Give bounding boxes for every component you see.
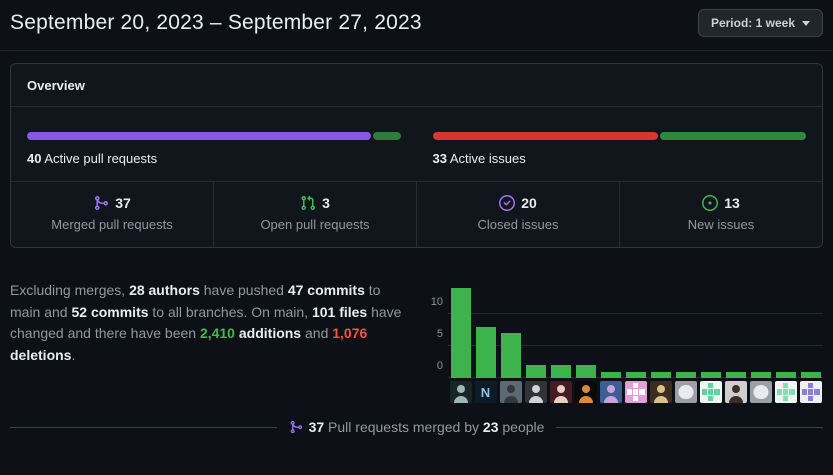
author-avatar-9[interactable] xyxy=(649,381,672,403)
active-issues-block: 33 Active issues xyxy=(417,107,823,181)
author-avatar-3[interactable] xyxy=(499,381,522,403)
y-axis-tick-label: 0 xyxy=(436,360,443,372)
commit-bar-author-6 xyxy=(575,365,596,378)
progress-segment xyxy=(27,132,371,140)
author-avatar-12[interactable] xyxy=(724,381,747,403)
author-avatars-row: N xyxy=(448,381,823,403)
active-pull-requests-count: 40 xyxy=(27,151,42,166)
pulse-page: September 20, 2023 – September 27, 2023 … xyxy=(0,0,833,435)
commit-bar-author-4 xyxy=(525,365,546,378)
active-pull-requests-label: 40 Active pull requests xyxy=(27,151,158,166)
stat-label: Open pull requests xyxy=(260,217,370,232)
stat-cell-open-pull-requests[interactable]: 3 Open pull requests xyxy=(213,182,416,247)
commit-bar-author-15 xyxy=(800,372,821,378)
author-avatar-8[interactable] xyxy=(624,381,647,403)
divider-line-right xyxy=(556,426,823,428)
overview-card-header: Overview xyxy=(11,64,822,107)
commit-bar-author-12 xyxy=(725,372,746,378)
stat-cell-new-issues[interactable]: 13 New issues xyxy=(619,182,822,247)
stat-label: Merged pull requests xyxy=(51,217,173,232)
gridline-y10 xyxy=(448,313,823,314)
git-merge-icon xyxy=(95,196,109,210)
author-avatar-4[interactable] xyxy=(524,381,547,403)
pull-requests-merged-summary: 37 Pull requests merged by 23 people xyxy=(289,419,544,435)
author-avatar-1[interactable] xyxy=(449,381,472,403)
active-issues-label: 33 Active issues xyxy=(432,151,526,166)
commits-per-author-chart: 0 5 10 N xyxy=(420,280,823,403)
octocat-icon xyxy=(753,385,768,399)
main-content-row: Excluding merges, 28 authors have pushed… xyxy=(0,248,833,403)
page-header: September 20, 2023 – September 27, 2023 … xyxy=(0,0,833,51)
commit-bar-author-9 xyxy=(650,372,671,378)
activity-bars-row: 40 Active pull requests 33 Active issues xyxy=(11,107,822,181)
overview-stats-row: 37 Merged pull requests 3 Open pull request… xyxy=(11,181,822,247)
git-merge-icon xyxy=(290,420,302,434)
stat-value: 13 xyxy=(628,195,814,211)
progress-segment xyxy=(432,132,658,140)
issue-closed-icon xyxy=(499,195,516,211)
stat-label: Closed issues xyxy=(477,217,559,232)
overview-card: Overview 40 Active pull requests 33 Acti… xyxy=(10,63,823,248)
stat-cell-merged-pull-requests[interactable]: 37 Merged pull requests xyxy=(11,182,213,247)
period-dropdown-label: Period: 1 week xyxy=(710,16,795,30)
author-avatar-13[interactable] xyxy=(749,381,772,403)
y-axis-tick-label: 10 xyxy=(430,296,443,308)
author-avatar-11[interactable] xyxy=(699,381,722,403)
pull-requests-merged-section: 37 Pull requests merged by 23 people xyxy=(0,419,833,435)
author-avatar-6[interactable] xyxy=(574,381,597,403)
author-avatar-5[interactable] xyxy=(549,381,572,403)
active-pull-requests-block: 40 Active pull requests xyxy=(11,107,417,181)
author-avatar-2[interactable]: N xyxy=(474,381,497,403)
commit-bar-author-13 xyxy=(750,372,771,378)
author-avatar-10[interactable] xyxy=(674,381,697,403)
commit-bar-author-1 xyxy=(450,288,471,378)
commit-bar-author-3 xyxy=(500,333,521,378)
stat-cell-closed-issues[interactable]: 20 Closed issues xyxy=(416,182,619,247)
commit-bar-author-8 xyxy=(625,372,646,378)
stat-label: New issues xyxy=(687,217,755,232)
pull-requests-progress-bar xyxy=(27,132,401,140)
progress-segment xyxy=(659,132,806,140)
chart-plot-area: 0 5 10 xyxy=(431,282,823,378)
author-avatar-15[interactable] xyxy=(799,381,822,403)
overview-heading: Overview xyxy=(27,78,85,93)
stat-value: 3 xyxy=(222,195,408,211)
commit-bar-author-11 xyxy=(700,372,721,378)
commit-bar-author-5 xyxy=(550,365,571,378)
commit-bar-author-7 xyxy=(600,372,621,378)
octocat-icon xyxy=(678,385,693,399)
bar-series xyxy=(448,288,823,378)
issues-progress-bar xyxy=(432,132,806,140)
progress-segment xyxy=(372,132,401,140)
stat-value: 20 xyxy=(425,195,611,211)
author-avatar-7[interactable] xyxy=(599,381,622,403)
y-axis-tick-label: 5 xyxy=(436,328,443,340)
chevron-down-icon xyxy=(802,20,810,26)
gridline-y5 xyxy=(448,345,823,346)
git-pull-request-icon xyxy=(301,195,316,211)
commit-bar-author-10 xyxy=(675,372,696,378)
active-issues-count: 33 xyxy=(432,151,447,166)
stat-value: 37 xyxy=(19,195,205,211)
page-title: September 20, 2023 – September 27, 2023 xyxy=(10,11,422,34)
divider-line-left xyxy=(10,426,277,428)
commit-bar-author-14 xyxy=(775,372,796,378)
summary-text: Excluding merges, 28 authors have pushed… xyxy=(10,282,402,364)
commit-bar-author-2 xyxy=(475,327,496,378)
period-dropdown[interactable]: Period: 1 week xyxy=(697,9,823,37)
author-avatar-14[interactable] xyxy=(774,381,797,403)
issue-opened-icon xyxy=(702,195,719,211)
